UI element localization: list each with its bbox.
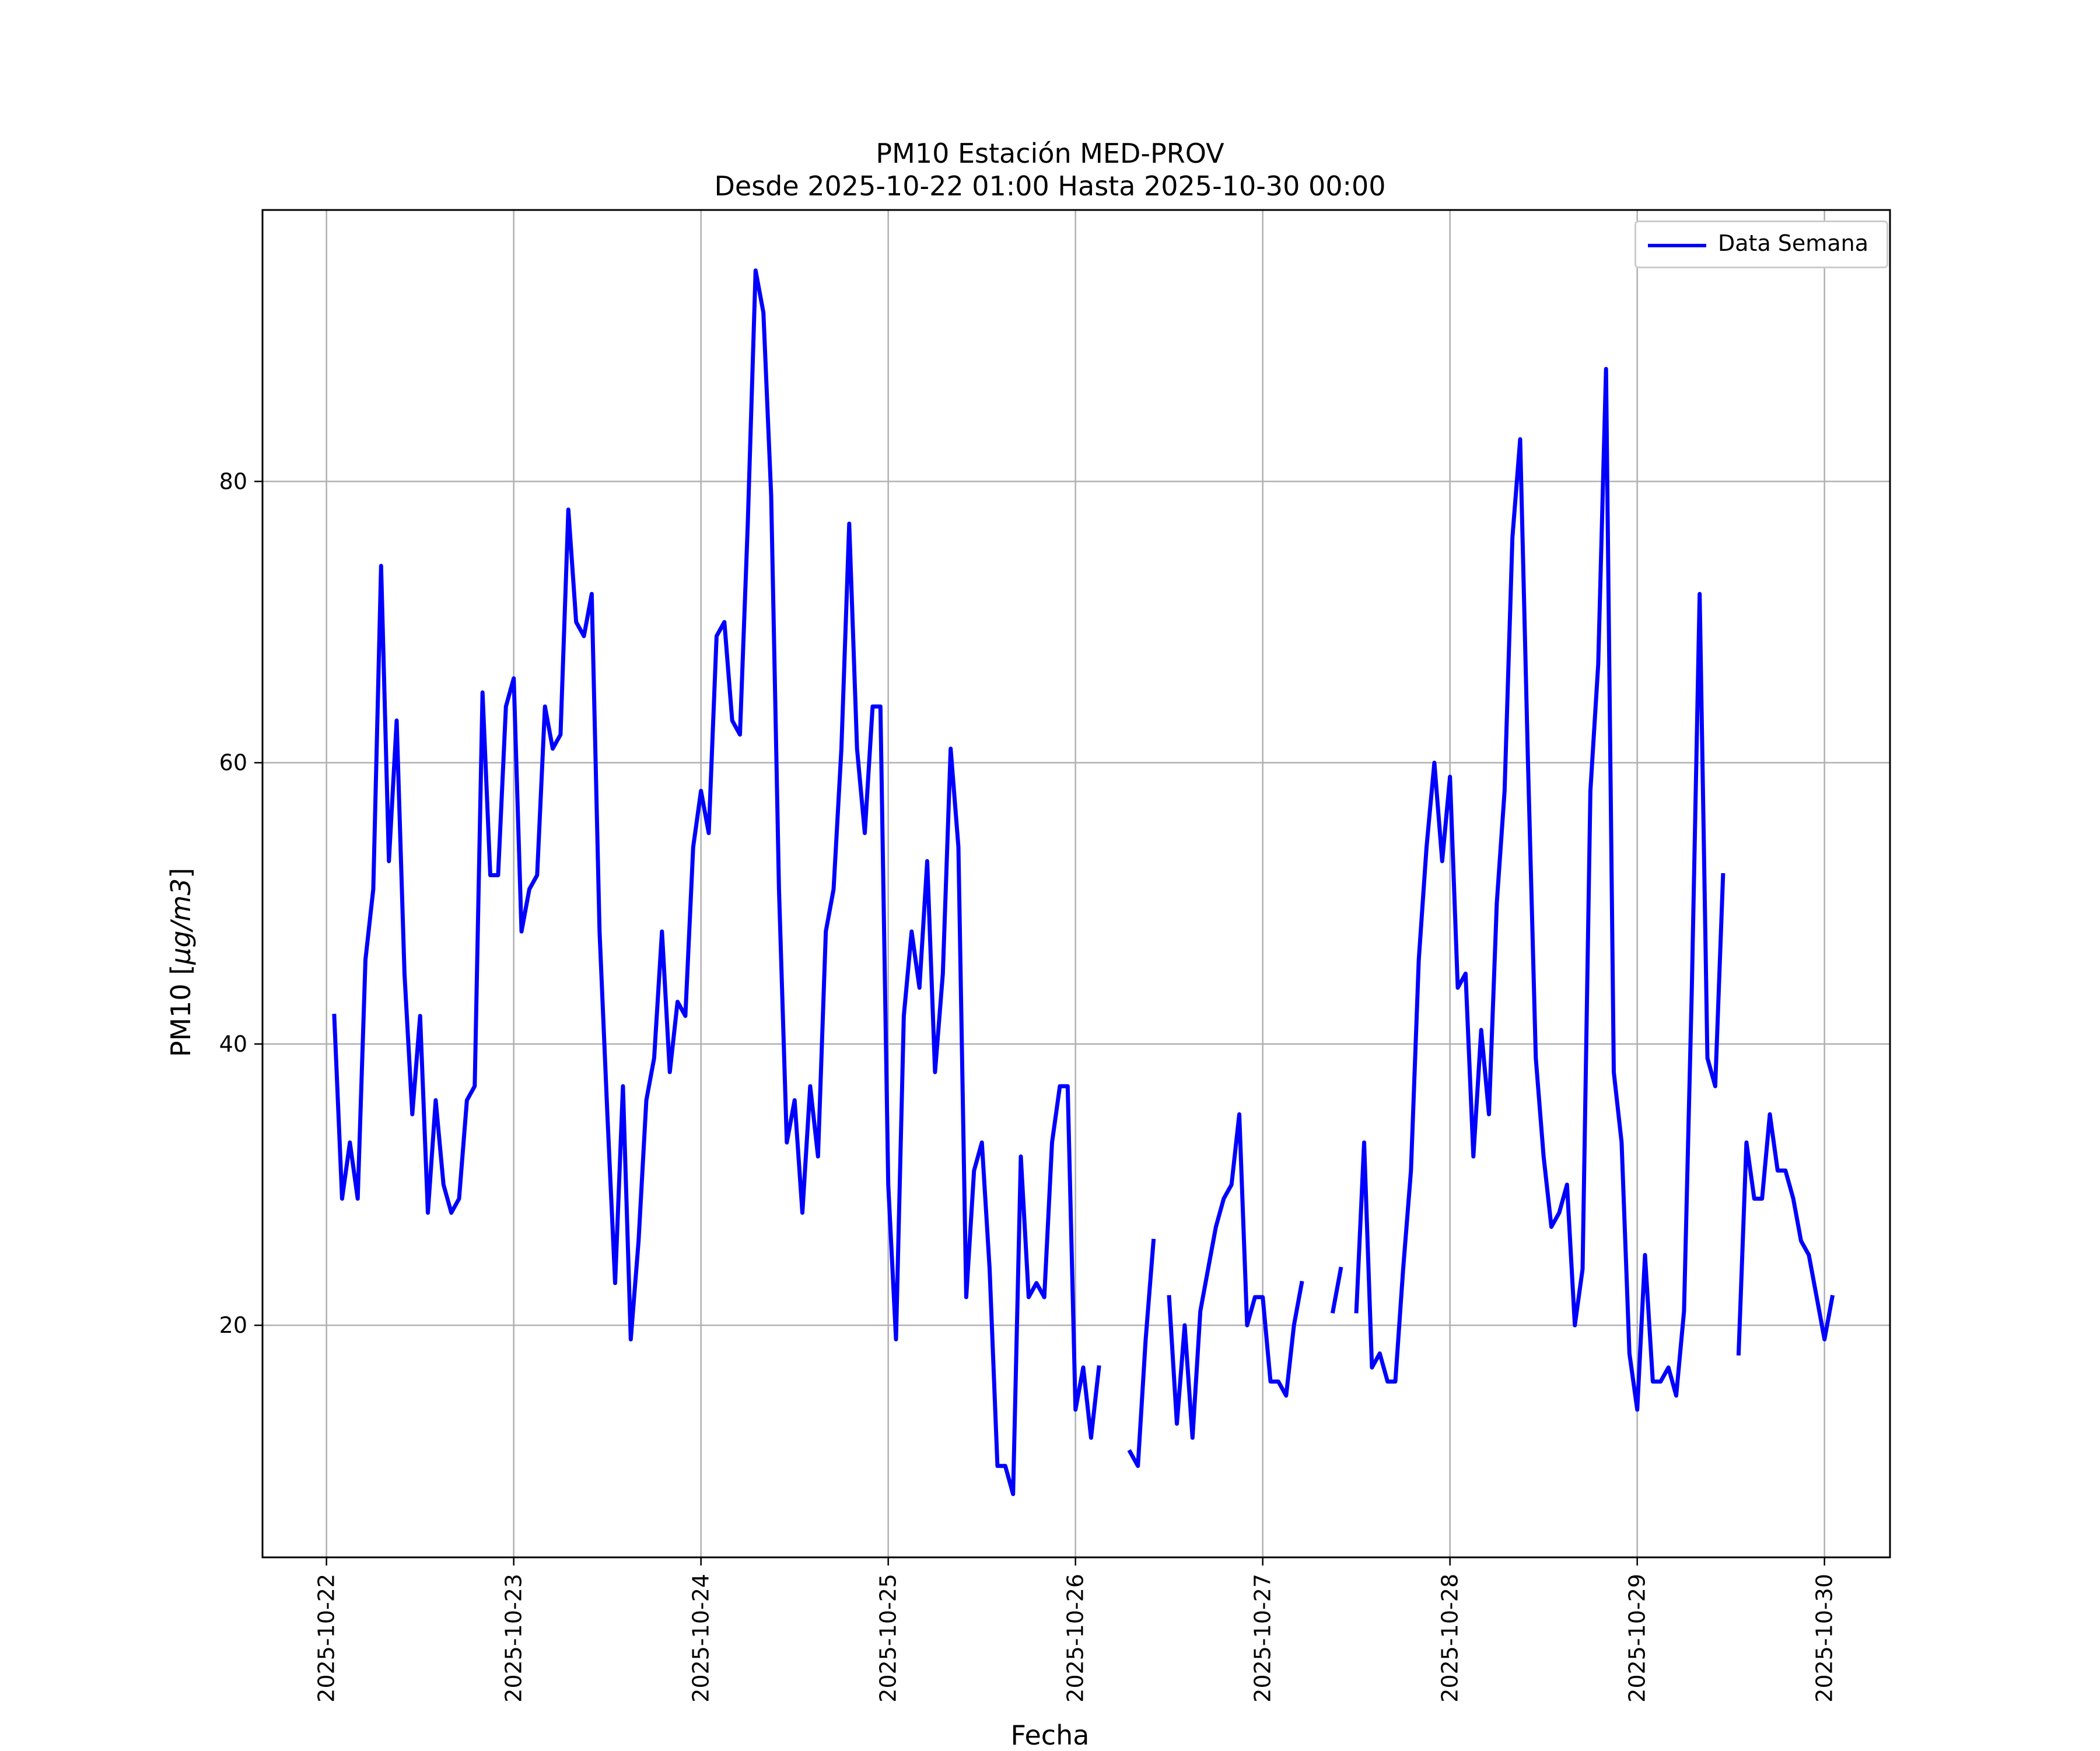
- series-line-segment: [1330, 1266, 1343, 1314]
- series-data-semana: [332, 268, 1835, 1496]
- series-line-segment: [1354, 367, 1726, 1412]
- y-axis-label-text: PM10 [: [165, 964, 197, 1057]
- y-tick-label: 60: [219, 750, 247, 776]
- x-tick-label: 2025-10-23: [501, 1574, 527, 1703]
- chart-subtitle: Desde 2025-10-22 01:00 Hasta 2025-10-30 …: [714, 170, 1386, 202]
- y-tick-label: 40: [219, 1031, 247, 1057]
- axis-ticks: 2025-10-22 2025-10-23 2025-10-24 2025-10-25…: [219, 468, 1838, 1702]
- x-tick-label: 2025-10-26: [1063, 1574, 1088, 1703]
- y-axis-label-unit: µg/m3: [165, 878, 197, 965]
- y-tick-label: 20: [219, 1312, 247, 1338]
- legend-label: Data Semana: [1718, 230, 1868, 256]
- x-axis-label: Fecha: [1010, 1720, 1090, 1751]
- series-line-segment: [1736, 1112, 1835, 1356]
- x-tick-label: 2025-10-30: [1812, 1574, 1838, 1703]
- legend-line-swatch: [1648, 244, 1706, 247]
- grid: [262, 210, 1890, 1557]
- legend: Data Semana: [1634, 220, 1888, 268]
- y-axis-label: PM10 [µg/m3]: [165, 868, 197, 1057]
- x-tick-label: 2025-10-27: [1250, 1574, 1276, 1703]
- series-line-segment: [1127, 1238, 1156, 1468]
- y-tick-label: 80: [219, 468, 247, 494]
- plot-area: [261, 209, 1891, 1559]
- x-tick-label: 2025-10-25: [876, 1574, 901, 1703]
- series-line-segment: [1167, 1112, 1304, 1440]
- series-line-segment: [332, 268, 1101, 1496]
- y-axis-label-close: ]: [165, 867, 197, 878]
- chart-title: PM10 Estación MED-PROV: [876, 138, 1224, 169]
- x-tick-label: 2025-10-28: [1437, 1574, 1463, 1703]
- x-tick-label: 2025-10-24: [688, 1574, 714, 1703]
- x-tick-label: 2025-10-22: [314, 1574, 340, 1703]
- x-tick-label: 2025-10-29: [1625, 1574, 1650, 1703]
